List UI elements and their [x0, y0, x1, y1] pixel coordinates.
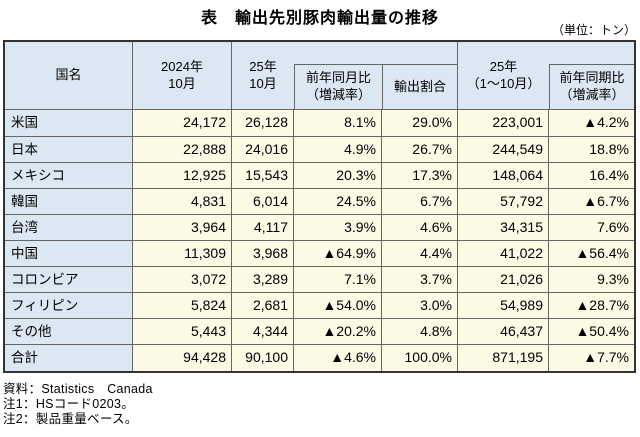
table-cell: ▲4.2%: [549, 110, 634, 136]
table-cell: ▲64.9%: [294, 241, 382, 266]
table-cell: 244,549: [458, 137, 549, 162]
table-cell: 11,309: [133, 241, 232, 266]
table-cell: 4.8%: [382, 319, 458, 344]
source-note: 資料：Statistics Canada: [3, 382, 153, 396]
table-cell: 3,072: [133, 267, 232, 292]
table-cell: ▲56.4%: [549, 241, 634, 266]
table-cell: 18.8%: [549, 137, 634, 162]
row-label: メキシコ: [5, 163, 133, 188]
table-cell: 100.0%: [382, 345, 458, 371]
table-cell: 4.6%: [382, 215, 458, 240]
table-cell: ▲6.7%: [549, 189, 634, 214]
header-share-box: 輸出割合: [382, 64, 457, 109]
table-cell: ▲4.6%: [294, 345, 382, 371]
note-1: 注1：HSコード0203。: [3, 397, 135, 411]
table-cell: 15,543: [232, 163, 294, 188]
table-cell: 24,172: [133, 110, 232, 136]
table-cell: 4,117: [232, 215, 294, 240]
row-label: 中国: [5, 241, 133, 266]
table-cell: 8.1%: [294, 110, 382, 136]
header-country: 国名: [5, 42, 133, 109]
table-cell: 4.4%: [382, 241, 458, 266]
table-cell: 41,022: [458, 241, 549, 266]
row-label: 日本: [5, 137, 133, 162]
table-cell: 57,792: [458, 189, 549, 214]
footnotes: 資料：Statistics Canada 注1：HSコード0203。 注2：製品…: [3, 382, 640, 427]
table-cell: 5,443: [133, 319, 232, 344]
table-cell: 871,195: [458, 345, 549, 371]
table-cell: 148,064: [458, 163, 549, 188]
table-cell: 16.4%: [549, 163, 634, 188]
table-row: 中国 11,309 3,968 ▲64.9% 4.4% 41,022 ▲56.4…: [5, 240, 634, 266]
table-cell: 46,437: [458, 319, 549, 344]
table-cell: 4,344: [232, 319, 294, 344]
table-cell: 3,289: [232, 267, 294, 292]
table-row: フィリピン 5,824 2,681 ▲54.0% 3.0% 54,989 ▲28…: [5, 292, 634, 318]
page-title: 表 輸出先別豚肉輸出量の推移: [200, 10, 439, 27]
table-cell: ▲54.0%: [294, 293, 382, 318]
table-cell: 21,026: [458, 267, 549, 292]
table-cell: ▲50.4%: [549, 319, 634, 344]
header-yoy-period-box: 前年同期比 （増減率）: [549, 64, 634, 109]
unit-label: （単位：トン）: [551, 23, 636, 37]
table-cell: ▲20.2%: [294, 319, 382, 344]
table-cell: 17.3%: [382, 163, 458, 188]
table-cell: 7.1%: [294, 267, 382, 292]
table-cell: ▲7.7%: [549, 345, 634, 371]
table-cell: 5,824: [133, 293, 232, 318]
row-label: フィリピン: [5, 293, 133, 318]
table-cell: 3.7%: [382, 267, 458, 292]
row-label: 米国: [5, 110, 133, 136]
row-label: その他: [5, 319, 133, 344]
table-row: メキシコ 12,925 15,543 20.3% 17.3% 148,064 1…: [5, 162, 634, 188]
table-row: コロンビア 3,072 3,289 7.1% 3.7% 21,026 9.3%: [5, 266, 634, 292]
table-cell: 26,128: [232, 110, 294, 136]
table-cell: 4.9%: [294, 137, 382, 162]
table-cell: 20.3%: [294, 163, 382, 188]
table-cell: ▲28.7%: [549, 293, 634, 318]
row-label: コロンビア: [5, 267, 133, 292]
table-row: 韓国 4,831 6,014 24.5% 6.7% 57,792 ▲6.7%: [5, 188, 634, 214]
table-cell: 24,016: [232, 137, 294, 162]
table-cell: 3.9%: [294, 215, 382, 240]
table-header-row: 国名 2024年 10月 25年 10月 前年同月比 （増減率） 輸出割合 25…: [5, 42, 634, 110]
header-oct-2024: 2024年 10月: [133, 42, 232, 109]
header-jan-oct-25: 25年 （1～10月）: [466, 58, 541, 91]
table-cell: 3.0%: [382, 293, 458, 318]
table-row: 米国 24,172 26,128 8.1% 29.0% 223,001 ▲4.2…: [5, 110, 634, 136]
table-cell: 26.7%: [382, 137, 458, 162]
table-cell: 2,681: [232, 293, 294, 318]
header-yoy-period: 前年同期比 （増減率）: [549, 42, 634, 109]
table-cell: 6.7%: [382, 189, 458, 214]
table-total-row: 合計 94,428 90,100 ▲4.6% 100.0% 871,195 ▲7…: [5, 344, 634, 371]
table-cell: 24.5%: [294, 189, 382, 214]
header-yoy-month: 前年同月比 （増減率）: [294, 42, 382, 109]
note-2: 注2：製品重量ベース。: [3, 412, 138, 426]
table-row: 日本 22,888 24,016 4.9% 26.7% 244,549 18.8…: [5, 136, 634, 162]
table-cell: 4,831: [133, 189, 232, 214]
table-row: 台湾 3,964 4,117 3.9% 4.6% 34,315 7.6%: [5, 214, 634, 240]
header-share: 輸出割合: [382, 42, 458, 109]
table-cell: 7.6%: [549, 215, 634, 240]
table-cell: 22,888: [133, 137, 232, 162]
table-cell: 90,100: [232, 345, 294, 371]
export-table: 国名 2024年 10月 25年 10月 前年同月比 （増減率） 輸出割合 25…: [3, 40, 636, 373]
table-row: その他 5,443 4,344 ▲20.2% 4.8% 46,437 ▲50.4…: [5, 318, 634, 344]
header-oct-25: 25年 10月: [249, 58, 277, 91]
table-cell: 9.3%: [549, 267, 634, 292]
table-cell: 223,001: [458, 110, 549, 136]
table-cell: 54,989: [458, 293, 549, 318]
table-cell: 29.0%: [382, 110, 458, 136]
table-cell: 6,014: [232, 189, 294, 214]
table-body: 米国 24,172 26,128 8.1% 29.0% 223,001 ▲4.2…: [5, 110, 634, 371]
header-yoy-month-box: 前年同月比 （増減率）: [294, 64, 382, 109]
row-label: 韓国: [5, 189, 133, 214]
row-label: 合計: [5, 345, 133, 371]
table-cell: 3,964: [133, 215, 232, 240]
table-cell: 12,925: [133, 163, 232, 188]
table-cell: 34,315: [458, 215, 549, 240]
row-label: 台湾: [5, 215, 133, 240]
table-cell: 94,428: [133, 345, 232, 371]
table-cell: 3,968: [232, 241, 294, 266]
